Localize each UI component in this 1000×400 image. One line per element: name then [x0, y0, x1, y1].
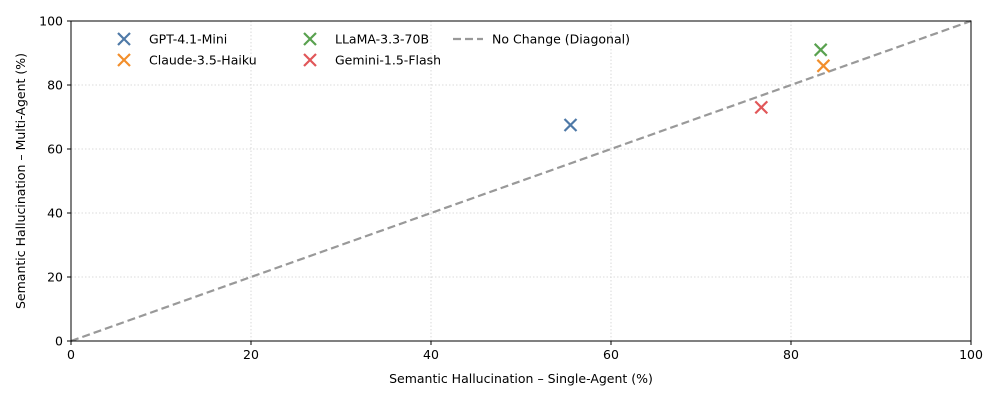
y-tick-label: 20: [47, 270, 63, 285]
legend-label: Claude-3.5-Haiku: [149, 53, 257, 68]
y-tick-label: 40: [47, 206, 63, 221]
data-point: [813, 43, 828, 57]
x-axis-label: Semantic Hallucination – Single-Agent (%…: [389, 371, 653, 386]
x-marker-stroke: [117, 32, 131, 46]
data-point: [816, 59, 831, 73]
legend-marker: [303, 53, 317, 67]
legend-entry: Claude-3.5-Haiku: [117, 53, 257, 68]
legend-label: Gemini-1.5-Flash: [335, 53, 441, 68]
diagonal-reference-line: [70, 19, 972, 343]
axis-ticks: 0 20 40 60 80 100 0 20 40 60 80 100: [39, 14, 983, 363]
data-point: [754, 100, 769, 115]
x-tick-label: 20: [243, 347, 259, 362]
x-marker-stroke: [117, 53, 131, 67]
y-tick-label: 80: [47, 78, 63, 93]
x-marker-stroke: [303, 32, 317, 46]
x-marker-stroke: [816, 59, 831, 73]
x-marker-stroke: [754, 100, 769, 115]
x-tick-label: 40: [423, 347, 439, 362]
legend-label: LLaMA-3.3-70B: [335, 32, 429, 47]
x-marker-stroke: [813, 43, 828, 57]
data-point: [563, 118, 578, 132]
x-tick-label: 0: [67, 347, 75, 362]
legend-entry: LLaMA-3.3-70B: [303, 32, 429, 47]
legend-label: No Change (Diagonal): [492, 32, 630, 47]
legend-entry: GPT-4.1-Mini: [117, 32, 227, 47]
y-tick-label: 0: [55, 334, 63, 349]
legend-marker: [303, 32, 317, 46]
x-tick-label: 100: [959, 347, 983, 362]
x-marker-stroke: [563, 118, 578, 132]
plot-frame: [70, 20, 972, 342]
legend-entry: No Change (Diagonal): [453, 32, 630, 47]
legend-marker: [117, 53, 131, 67]
data-markers: [563, 43, 831, 132]
legend-entry: Gemini-1.5-Flash: [303, 53, 441, 68]
legend: GPT-4.1-Mini Claude-3.5-Haiku LLaMA-3.3-70…: [117, 32, 630, 68]
x-marker-stroke: [303, 53, 317, 67]
x-tick-label: 60: [603, 347, 619, 362]
legend-marker: [117, 32, 131, 46]
y-tick-label: 60: [47, 142, 63, 157]
x-tick-label: 80: [783, 347, 799, 362]
y-tick-label: 100: [39, 14, 63, 29]
legend-label: GPT-4.1-Mini: [149, 32, 227, 47]
y-axis-label: Semantic Hallucination – Multi-Agent (%): [13, 53, 28, 309]
